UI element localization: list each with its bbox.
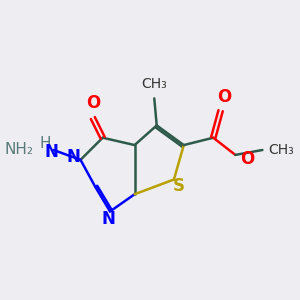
Text: NH₂: NH₂ (5, 142, 34, 158)
Text: H: H (39, 136, 51, 152)
Text: N: N (66, 148, 80, 166)
Text: CH₃: CH₃ (268, 143, 294, 157)
Text: O: O (240, 150, 254, 168)
Text: CH₃: CH₃ (141, 77, 167, 91)
Text: O: O (217, 88, 231, 106)
Text: O: O (86, 94, 100, 112)
Text: N: N (102, 210, 116, 228)
Text: N: N (44, 143, 58, 161)
Text: S: S (173, 177, 185, 195)
